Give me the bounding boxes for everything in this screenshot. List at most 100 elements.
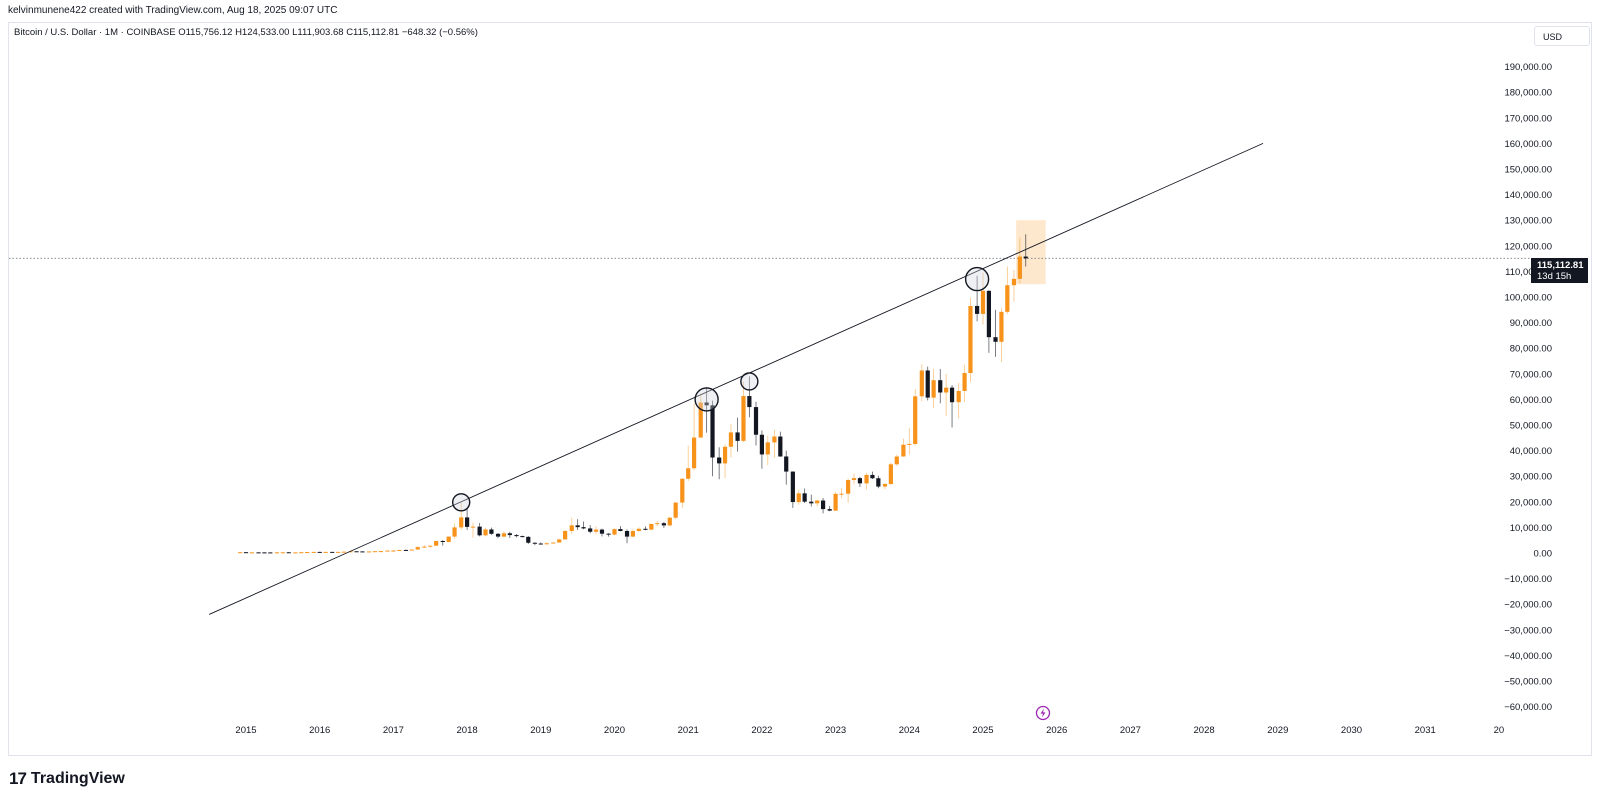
candle-body [409,549,414,551]
lightning-icon[interactable] [1035,705,1051,721]
x-tick-label: 2028 [1194,725,1215,736]
chart-frame [8,22,1592,756]
ohlc-low: L111,903.68 [292,27,344,38]
candle [728,423,734,458]
candle-body [1011,278,1017,286]
candle-body [507,533,512,536]
candle [360,551,365,553]
candle-body [975,305,980,314]
candle [790,471,795,508]
candle-body [606,533,611,535]
candle-body [612,529,617,535]
candle-body [249,552,254,554]
candle [655,521,660,527]
candle-body [452,527,457,537]
peak-circle[interactable] [694,387,719,412]
y-tick-label: 20,000.00 [1510,497,1552,508]
y-tick-label: −60,000.00 [1504,702,1552,713]
ohlc-high: H124,533.00 [235,27,290,38]
candle [526,536,531,545]
peak-circle[interactable] [452,493,471,512]
symbol-name[interactable]: Bitcoin / U.S. Dollar · 1M · COINBASE [14,27,176,38]
peak-circle[interactable] [740,372,759,391]
candle-body [704,402,709,406]
candle-body [919,370,924,397]
candle [907,427,912,455]
candle-body [741,396,746,441]
candle-body [520,536,525,538]
candle-body [753,407,759,435]
candle-body [802,493,807,502]
candle-body [944,387,949,393]
candle [857,476,863,487]
y-tick-label: 50,000.00 [1510,421,1552,432]
candle-body [532,542,538,544]
candle [563,529,568,540]
candle [815,499,820,507]
candle-body [925,370,930,398]
candle [876,475,881,489]
y-tick-label: 120,000.00 [1504,241,1552,252]
y-tick-label: 90,000.00 [1510,318,1552,329]
candle-body [691,437,697,469]
candle-body [422,546,427,548]
candle-body [581,527,586,529]
candle-body [274,552,280,554]
candle [999,307,1004,363]
candle-body [698,402,703,438]
candle [864,472,869,490]
y-tick-label: 180,000.00 [1504,88,1552,99]
candle [827,505,832,512]
y-tick-label: −30,000.00 [1504,625,1552,636]
symbol-legend: Bitcoin / U.S. Dollar · 1M · COINBASE O1… [14,27,478,38]
candle-body [385,550,390,552]
candle [772,429,777,459]
candle-body [901,444,906,457]
candle [311,551,316,553]
candle [839,488,844,499]
candle [599,528,605,537]
candle [323,551,328,553]
y-tick-label: 170,000.00 [1504,113,1552,124]
candle-body [366,551,372,553]
candle-body [907,443,912,445]
trend-line[interactable] [208,142,1264,615]
candle-body [962,373,967,391]
candle-body [563,530,568,540]
candle [489,527,494,535]
candle [913,389,918,446]
x-tick-label: 2030 [1341,725,1362,736]
x-tick-label: 2015 [235,725,256,736]
x-tick-label: 2016 [309,725,330,736]
candle [956,383,961,419]
candle [649,523,654,531]
candle-body [673,502,678,518]
candle [735,417,740,452]
candle-body [569,525,574,531]
candle-body [538,543,543,545]
peak-circle[interactable] [964,266,990,292]
candle-body [686,468,691,479]
candle [765,435,770,466]
candle-body [305,552,310,554]
ohlc-change: −648.32 (−0.56%) [401,27,478,38]
candle [753,401,759,446]
candle-body [833,493,838,511]
candle-body [599,529,605,534]
candle-body [501,533,507,537]
candle-body [391,550,396,552]
candle-body [717,457,722,464]
tradingview-logo[interactable]: 17 TradingView [9,769,125,789]
candle-body [544,543,549,545]
candle [336,551,341,553]
candle [440,540,445,546]
candle-body [846,480,851,494]
candle [938,368,943,404]
currency-selector-button[interactable]: USD [1534,26,1590,46]
candle [698,395,703,438]
candle [575,519,580,530]
candle-body [864,474,869,484]
ohlc-open: O115,756.12 [178,27,233,38]
y-tick-label: 30,000.00 [1510,472,1552,483]
